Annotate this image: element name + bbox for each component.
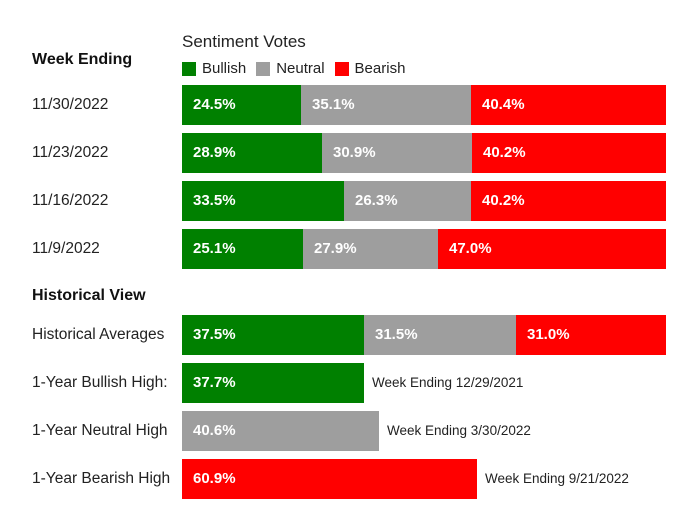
week-row-label: 11/16/2022 [32, 192, 109, 209]
historical-view-header: Historical View [32, 287, 146, 304]
historical-average-bullish-segment-label: 37.5% [193, 326, 236, 343]
one-year-high-bar [182, 411, 379, 451]
week-neutral-segment-bar [322, 133, 472, 173]
week-bullish-segment-label: 24.5% [193, 96, 236, 113]
week-neutral-segment-label: 26.3% [355, 192, 398, 209]
week-stacked-bar: 24.5% 35.1% 40.4% [182, 85, 666, 125]
week-bearish-segment-bar [471, 85, 666, 125]
historical-average-neutral-segment-label: 31.5% [375, 326, 418, 343]
week-bearish-segment-label: 40.2% [483, 144, 526, 161]
one-year-high-label: 37.7% [193, 374, 236, 391]
week-bullish-segment-bar [182, 133, 322, 173]
week-bearish-segment-bar [472, 133, 666, 173]
legend-item-neutral: Neutral [256, 60, 325, 77]
week-bullish-segment-bar [182, 85, 301, 125]
historical-average-bullish-segment-bar [182, 315, 364, 355]
one-year-high-bar-area: 40.6% [182, 411, 666, 451]
one-year-high-label: 60.9% [193, 470, 236, 487]
week-neutral-segment-bar [344, 181, 471, 221]
legend-item-bearish: Bearish [334, 60, 406, 77]
legend-item-bullish: Bullish [182, 60, 246, 77]
one-year-high-bar-area: 37.7% [182, 363, 666, 403]
week-neutral-segment-bar [303, 229, 438, 269]
week-stacked-bar: 28.9% 30.9% 40.2% [182, 133, 666, 173]
week-neutral-segment-label: 27.9% [314, 240, 357, 257]
week-stacked-bar: 25.1% 27.9% 47.0% [182, 229, 666, 269]
week-neutral-segment-bar [301, 85, 471, 125]
one-year-high-row-label: 1-Year Bearish High [32, 470, 171, 487]
week-neutral-segment-label: 30.9% [333, 144, 376, 161]
one-year-high-week-note: Week Ending 9/21/2022 [485, 471, 629, 486]
historical-average-row-label: Historical Averages [32, 326, 165, 343]
legend: Bullish Neutral Bearish [182, 60, 405, 77]
week-row-label: 11/30/2022 [32, 96, 109, 113]
week-bullish-segment-bar [182, 229, 303, 269]
one-year-high-row-label: 1-Year Bullish High: [32, 374, 168, 391]
legend-label-bullish: Bullish [202, 60, 247, 77]
one-year-high-row-label: 1-Year Neutral High [32, 422, 168, 439]
week-bearish-segment-label: 40.4% [482, 96, 525, 113]
week-stacked-bar: 33.5% 26.3% 40.2% [182, 181, 666, 221]
week-bearish-segment-bar [471, 181, 666, 221]
week-ending-header: Week Ending [32, 51, 133, 68]
historical-average-bearish-segment-label: 31.0% [527, 326, 570, 343]
week-bullish-segment-label: 28.9% [193, 144, 236, 161]
legend-swatch-bearish [334, 61, 349, 76]
legend-label-neutral: Neutral [276, 60, 325, 77]
legend-swatch-neutral [256, 61, 271, 76]
week-row-label: 11/23/2022 [32, 144, 109, 161]
week-bearish-segment-bar [438, 229, 666, 269]
historical-average-stacked-bar: 37.5% 31.5% 31.0% [182, 315, 666, 355]
week-bullish-segment-label: 25.1% [193, 240, 236, 257]
historical-average-bearish-segment-bar [516, 315, 666, 355]
one-year-high-week-note: Week Ending 12/29/2021 [372, 375, 524, 390]
one-year-high-label: 40.6% [193, 422, 236, 439]
week-neutral-segment-label: 35.1% [312, 96, 355, 113]
historical-average-neutral-segment-bar [364, 315, 516, 355]
one-year-high-week-note: Week Ending 3/30/2022 [387, 423, 531, 438]
one-year-high-bar-area: 60.9% [182, 459, 666, 499]
week-bearish-segment-label: 47.0% [449, 240, 492, 257]
legend-title: Sentiment Votes [182, 32, 306, 51]
legend-label-bearish: Bearish [354, 60, 406, 77]
week-bullish-segment-bar [182, 181, 344, 221]
one-year-high-bar [182, 363, 364, 403]
week-bullish-segment-label: 33.5% [193, 192, 236, 209]
week-bearish-segment-label: 40.2% [482, 192, 525, 209]
one-year-high-bar [182, 459, 477, 499]
week-row-label: 11/9/2022 [32, 240, 100, 257]
legend-swatch-bullish [182, 61, 196, 76]
